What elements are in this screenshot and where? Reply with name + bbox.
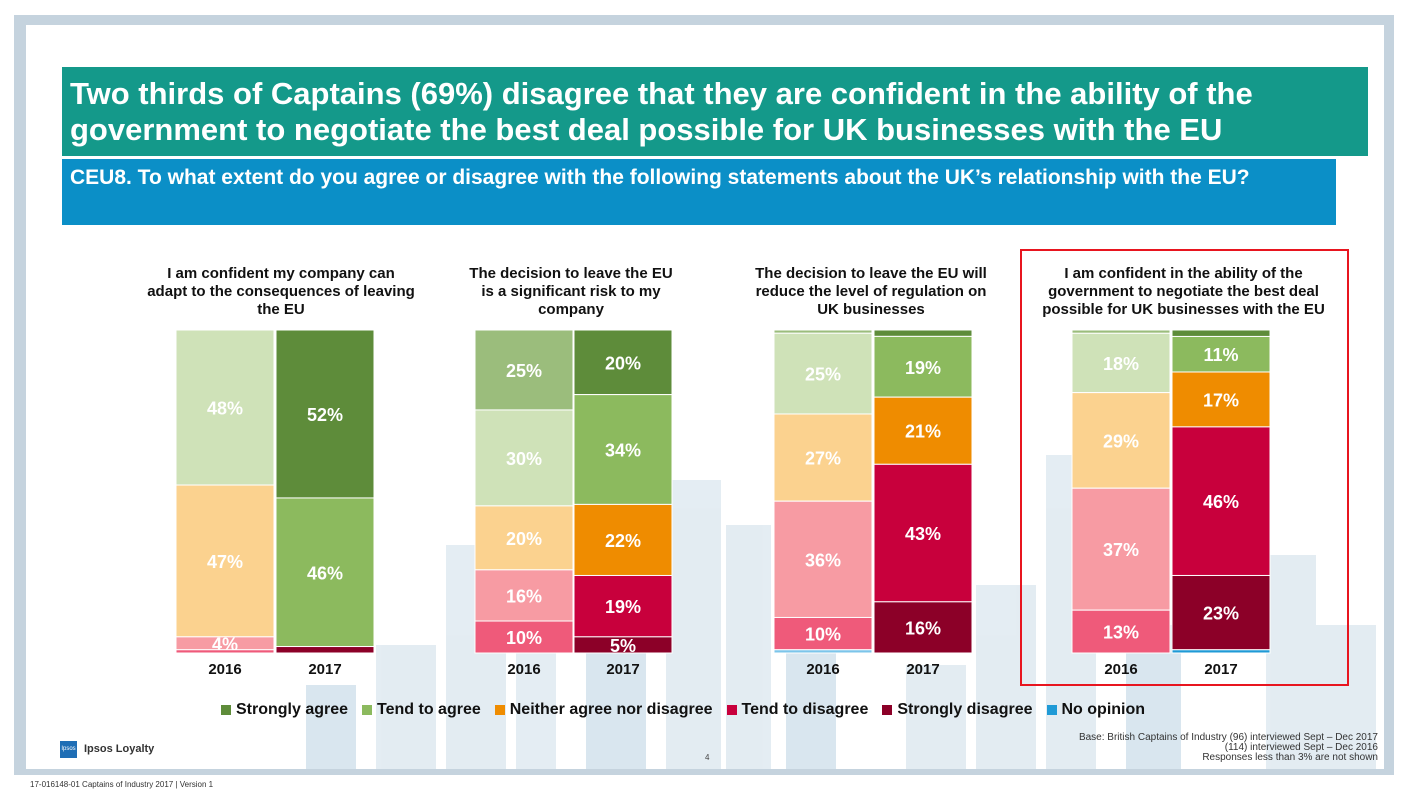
data-label: 25% (506, 361, 542, 381)
legend-item: No opinion (1047, 698, 1146, 722)
legend-item: Strongly disagree (882, 698, 1032, 722)
base-note: Base: British Captains of Industry (96) … (1018, 733, 1378, 763)
base-note-line: Responses less than 3% are not shown (1018, 753, 1378, 763)
category-label: 2017 (606, 661, 639, 678)
legend-item: Neither agree nor disagree (495, 698, 713, 722)
legend-item: Strongly agree (221, 698, 348, 722)
data-label: 43% (905, 524, 941, 544)
data-label: 30% (506, 449, 542, 469)
data-label: 10% (506, 628, 542, 648)
ipsos-logo: Ipsos (60, 741, 77, 758)
data-label: 47% (207, 552, 243, 572)
legend-label: Neither agree nor disagree (510, 701, 713, 719)
data-label: 27% (805, 449, 841, 469)
category-label: 2016 (806, 661, 839, 678)
brand-name: Ipsos Loyalty (84, 743, 154, 755)
data-label: 10% (805, 625, 841, 645)
legend-swatch (495, 705, 505, 715)
data-label: 19% (605, 597, 641, 617)
bar-segment (276, 647, 374, 653)
data-label: 16% (905, 618, 941, 638)
data-label: 34% (605, 441, 641, 461)
data-label: 46% (307, 563, 343, 583)
legend-swatch (727, 705, 737, 715)
category-label: 2016 (507, 661, 540, 678)
legend-label: No opinion (1062, 701, 1146, 719)
data-label: 52% (307, 405, 343, 425)
footer-text: 17-016148-01 Captains of Industry 2017 |… (30, 780, 213, 789)
page-number: 4 (705, 753, 709, 762)
legend-item: Tend to disagree (727, 698, 869, 722)
category-label: 2016 (208, 661, 241, 678)
category-label: 2017 (906, 661, 939, 678)
data-label: 16% (506, 586, 542, 606)
legend: Strongly agree Tend to agree Neither agree… (221, 698, 1271, 722)
data-label: 48% (207, 399, 243, 419)
data-label: 20% (506, 529, 542, 549)
legend-label: Tend to disagree (742, 701, 869, 719)
legend-label: Strongly agree (236, 701, 348, 719)
highlight-box (1020, 249, 1349, 686)
legend-swatch (882, 705, 892, 715)
data-label: 5% (610, 636, 636, 656)
data-label: 36% (805, 550, 841, 570)
legend-label: Strongly disagree (897, 701, 1032, 719)
legend-label: Tend to agree (377, 701, 481, 719)
legend-swatch (221, 705, 231, 715)
bar-segment (874, 330, 972, 336)
bar-segment (176, 650, 274, 653)
bar-segment (774, 650, 872, 653)
data-label: 25% (805, 365, 841, 385)
category-label: 2017 (308, 661, 341, 678)
legend-swatch (1047, 705, 1057, 715)
data-label: 21% (905, 422, 941, 442)
slide-canvas: Two thirds of Captains (69%) disagree th… (26, 25, 1384, 769)
data-label: 20% (605, 353, 641, 373)
data-label: 19% (905, 358, 941, 378)
legend-swatch (362, 705, 372, 715)
legend-item: Tend to agree (362, 698, 481, 722)
data-label: 22% (605, 531, 641, 551)
